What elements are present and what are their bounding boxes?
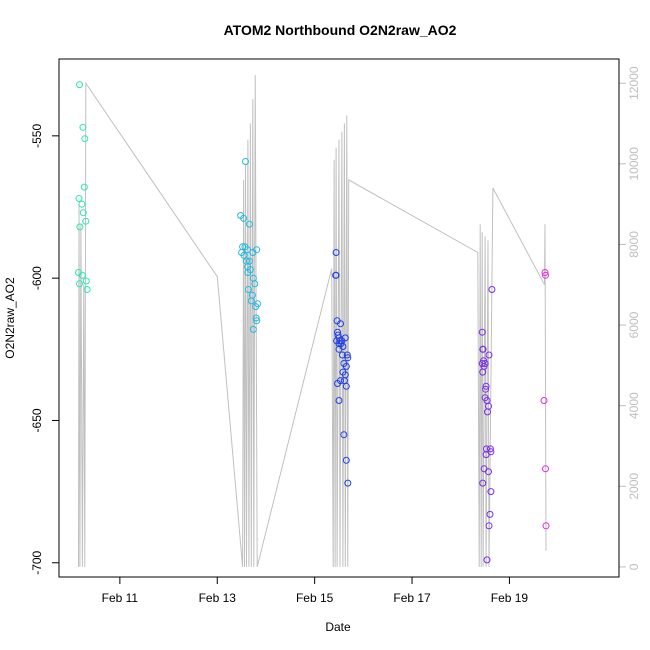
y-tick-label: -600 <box>30 266 44 290</box>
data-point <box>83 286 91 293</box>
data-point <box>541 269 549 276</box>
data-point <box>252 303 260 311</box>
data-point <box>486 510 494 518</box>
data-point <box>253 246 261 254</box>
data-point <box>542 271 549 279</box>
y2-tick-label: 0 <box>627 563 641 570</box>
data-point <box>542 522 550 530</box>
y2-tick-label: 4000 <box>627 392 641 419</box>
x-tick-label: Feb 19 <box>491 591 529 605</box>
data-point <box>332 249 340 256</box>
data-point <box>344 354 352 362</box>
data-point <box>240 251 248 259</box>
x-tick-label: Feb 13 <box>199 591 237 605</box>
data-point <box>335 345 343 353</box>
data-point <box>482 385 490 393</box>
data-point <box>337 320 344 328</box>
y-tick-label: -550 <box>30 124 44 148</box>
data-point <box>75 195 83 202</box>
data-point <box>79 209 87 217</box>
x-tick-label: Feb 15 <box>296 591 334 605</box>
data-point <box>486 445 494 453</box>
data-point <box>343 351 351 359</box>
data-point <box>80 183 88 191</box>
data-point <box>244 286 252 293</box>
data-point <box>79 123 87 131</box>
x-tick-label: Feb 11 <box>102 591 139 605</box>
plot-frame <box>58 58 620 578</box>
data-point <box>484 408 491 416</box>
data-point <box>244 246 251 254</box>
data-point <box>542 465 549 473</box>
y-tick-label: -650 <box>30 408 44 432</box>
data-point <box>334 380 341 387</box>
data-point <box>344 479 352 487</box>
data-point <box>332 271 340 279</box>
data-point <box>78 271 86 279</box>
data-point <box>242 158 249 165</box>
data-point <box>82 217 90 225</box>
y2-tick-label: 2000 <box>627 473 641 500</box>
data-point <box>341 334 349 342</box>
data-point <box>251 280 259 288</box>
data-point <box>540 397 548 404</box>
data-point <box>76 280 83 288</box>
data-point <box>482 382 490 390</box>
data-point <box>252 314 260 322</box>
x-tick-label: Feb 17 <box>393 591 431 605</box>
data-point <box>336 337 344 345</box>
data-point <box>481 360 489 367</box>
data-point <box>478 328 486 336</box>
data-point <box>479 345 487 353</box>
data-point <box>76 223 84 231</box>
data-point <box>340 431 348 439</box>
data-point <box>342 362 350 370</box>
chart-title: ATOM2 Northbound O2N2raw_AO2 <box>224 22 457 38</box>
y2-tick-label: 6000 <box>627 311 641 338</box>
data-point <box>245 220 253 228</box>
points-layer <box>75 81 550 564</box>
data-point <box>240 214 248 222</box>
data-point <box>78 200 86 208</box>
y-axis-label: O2N2raw_AO2 <box>3 277 17 359</box>
data-point <box>479 368 487 376</box>
data-point <box>482 451 490 459</box>
data-point <box>479 479 487 487</box>
y2-tick-label: 12000 <box>627 66 641 100</box>
y-tick-label: -700 <box>30 550 44 574</box>
data-point <box>485 351 493 359</box>
data-point <box>81 135 89 143</box>
y2-tick-label: 10000 <box>627 147 641 181</box>
data-point <box>247 297 255 305</box>
data-point <box>335 397 343 404</box>
x-axis-label: Date <box>325 620 351 634</box>
data-point <box>342 382 350 390</box>
data-point <box>249 325 257 333</box>
y2-tick-label: 8000 <box>627 231 641 258</box>
data-point <box>244 269 252 276</box>
data-point <box>485 468 492 476</box>
data-point <box>253 317 261 325</box>
data-point <box>342 456 350 464</box>
data-point <box>488 286 496 293</box>
data-point <box>487 488 495 496</box>
data-point <box>82 277 90 285</box>
data-point <box>338 351 346 359</box>
data-point <box>485 522 493 530</box>
data-point <box>76 81 83 89</box>
data-point <box>483 556 491 564</box>
